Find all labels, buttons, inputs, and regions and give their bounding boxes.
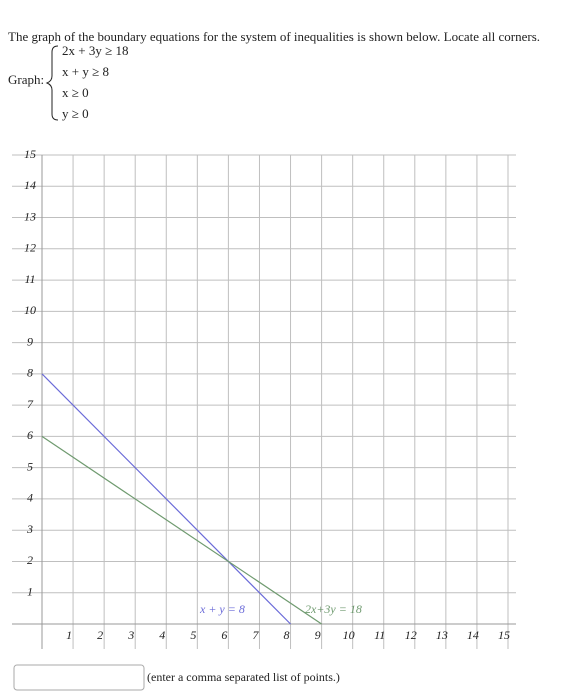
brace — [45, 45, 59, 121]
x-tick-label: 4 — [159, 628, 165, 642]
series-label: 2x+3y = 18 — [305, 602, 362, 616]
x-tick-label: 6 — [221, 628, 227, 642]
y-tick-label: 13 — [24, 209, 36, 223]
series-line — [41, 373, 291, 625]
y-tick-label: 4 — [27, 491, 33, 505]
inequality: x + y ≥ 8 — [62, 64, 109, 79]
y-tick-label: 15 — [24, 147, 36, 161]
x-tick-label: 3 — [127, 628, 134, 642]
y-tick-label: 9 — [27, 334, 33, 348]
series-label: x + y = 8 — [199, 602, 245, 616]
y-tick-label: 3 — [26, 522, 33, 536]
x-tick-label: 13 — [436, 628, 448, 642]
x-tick-label: 10 — [343, 628, 355, 642]
x-tick-label: 9 — [315, 628, 321, 642]
x-tick-label: 12 — [405, 628, 417, 642]
y-tick-label: 7 — [27, 397, 34, 411]
graph-label: Graph: — [8, 72, 44, 87]
series-line — [41, 435, 322, 625]
y-tick-label: 14 — [24, 178, 36, 192]
x-tick-label: 2 — [97, 628, 103, 642]
answer-input[interactable] — [13, 664, 145, 691]
inequality: x ≥ 0 — [62, 85, 89, 100]
y-tick-label: 1 — [27, 584, 33, 598]
question: The graph of the boundary equations for … — [8, 29, 540, 44]
x-tick-label: 15 — [498, 628, 510, 642]
x-tick-label: 11 — [374, 628, 385, 642]
x-tick-label: 14 — [467, 628, 479, 642]
y-tick-label: 8 — [27, 366, 33, 380]
inequality: y ≥ 0 — [62, 106, 89, 121]
x-tick-label: 5 — [190, 628, 196, 642]
plot-area — [42, 155, 516, 624]
y-tick-label: 11 — [24, 272, 35, 286]
y-tick-label: 10 — [24, 303, 36, 317]
x-tick-label: 1 — [66, 628, 72, 642]
y-tick-label: 6 — [27, 428, 33, 442]
y-tick-label: 12 — [24, 241, 36, 255]
x-tick-label: 8 — [284, 628, 290, 642]
y-tick-label: 5 — [27, 459, 33, 473]
inequality: 2x + 3y ≥ 18 — [62, 43, 128, 58]
input-hint: (enter a comma separated list of points.… — [147, 670, 340, 684]
x-tick-label: 7 — [252, 628, 259, 642]
y-tick-label: 2 — [27, 553, 33, 567]
